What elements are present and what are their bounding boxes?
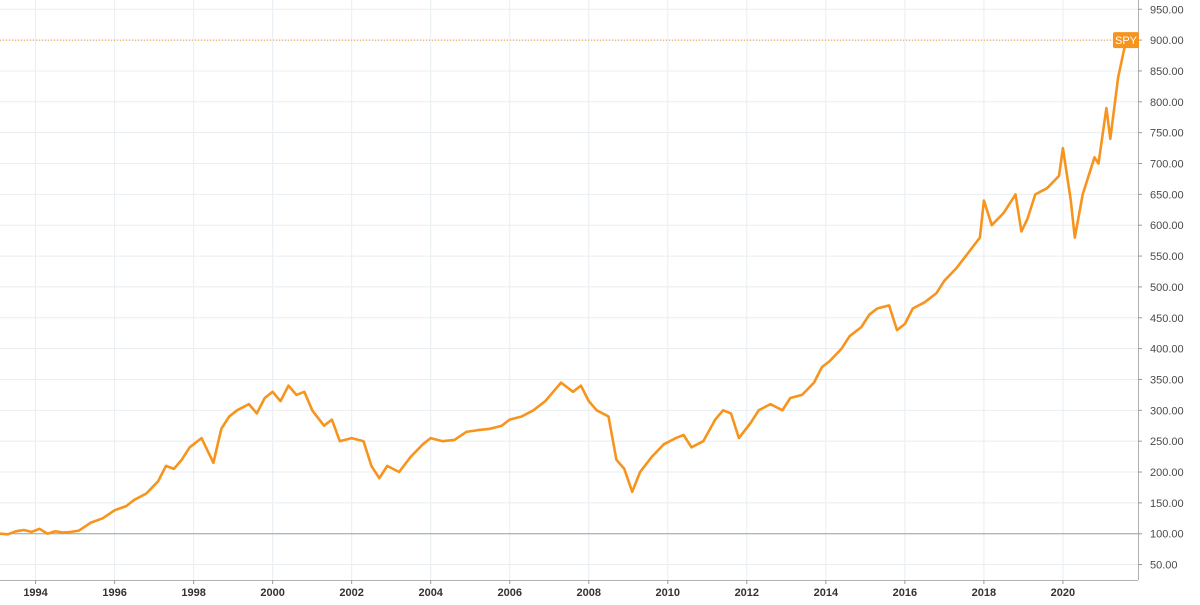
x-tick-label: 2014 — [814, 587, 839, 599]
series-layer — [0, 38, 1128, 536]
y-tick-label: 100.00 — [1150, 529, 1184, 541]
spy-tag-label: SPY — [1115, 35, 1138, 47]
x-tick-label: 2012 — [735, 587, 759, 599]
x-tick-label: 2008 — [577, 587, 601, 599]
y-tick-label: 550.00 — [1150, 251, 1184, 263]
x-tick-label: 2000 — [260, 587, 284, 599]
y-tick-label: 850.00 — [1150, 66, 1184, 78]
x-tick-label: 1998 — [181, 587, 205, 599]
y-tick-label: 200.00 — [1150, 467, 1184, 479]
x-tick-label: 2018 — [972, 587, 996, 599]
y-axis-ticks: 50.00 100.00 150.00 200.00 250.00 300.00 350.0… — [1138, 4, 1184, 572]
y-tick-label: 500.00 — [1150, 282, 1184, 294]
y-tick-label: 300.00 — [1150, 405, 1184, 417]
grid — [0, 0, 1138, 580]
x-tick-label: 2010 — [656, 587, 680, 599]
y-tick-label: 950.00 — [1150, 4, 1184, 16]
y-tick-label: 450.00 — [1150, 313, 1184, 325]
y-tick-label: 750.00 — [1150, 128, 1184, 140]
spy-tag-box — [1113, 32, 1139, 49]
y-tick-label: 900.00 — [1150, 35, 1184, 47]
y-tick-label: 50.00 — [1150, 560, 1178, 572]
y-tick-label: 250.00 — [1150, 436, 1184, 448]
y-tick-label: 800.00 — [1150, 97, 1184, 109]
y-tick-label: 700.00 — [1150, 159, 1184, 171]
y-tick-label: 400.00 — [1150, 344, 1184, 356]
x-tick-label: 2020 — [1051, 587, 1075, 599]
x-axis-ticks: 1994 1996 1998 2000 2002 2004 2006 2008 2010 2012… — [23, 580, 1075, 599]
y-tick-label: 650.00 — [1150, 189, 1184, 201]
axes — [0, 0, 1139, 581]
x-tick-label: 2004 — [418, 587, 443, 599]
last-value-tag: SPY — [1113, 32, 1139, 49]
x-tick-label: 1996 — [102, 587, 126, 599]
x-tick-label: 2016 — [893, 587, 917, 599]
x-tick-label: 2002 — [339, 587, 363, 599]
y-tick-label: 350.00 — [1150, 374, 1184, 386]
y-tick-label: 600.00 — [1150, 220, 1184, 232]
x-tick-label: 2006 — [497, 587, 521, 599]
y-tick-label: 150.00 — [1150, 498, 1184, 510]
x-tick-label: 1994 — [23, 587, 48, 599]
series-line-spy — [0, 38, 1128, 536]
